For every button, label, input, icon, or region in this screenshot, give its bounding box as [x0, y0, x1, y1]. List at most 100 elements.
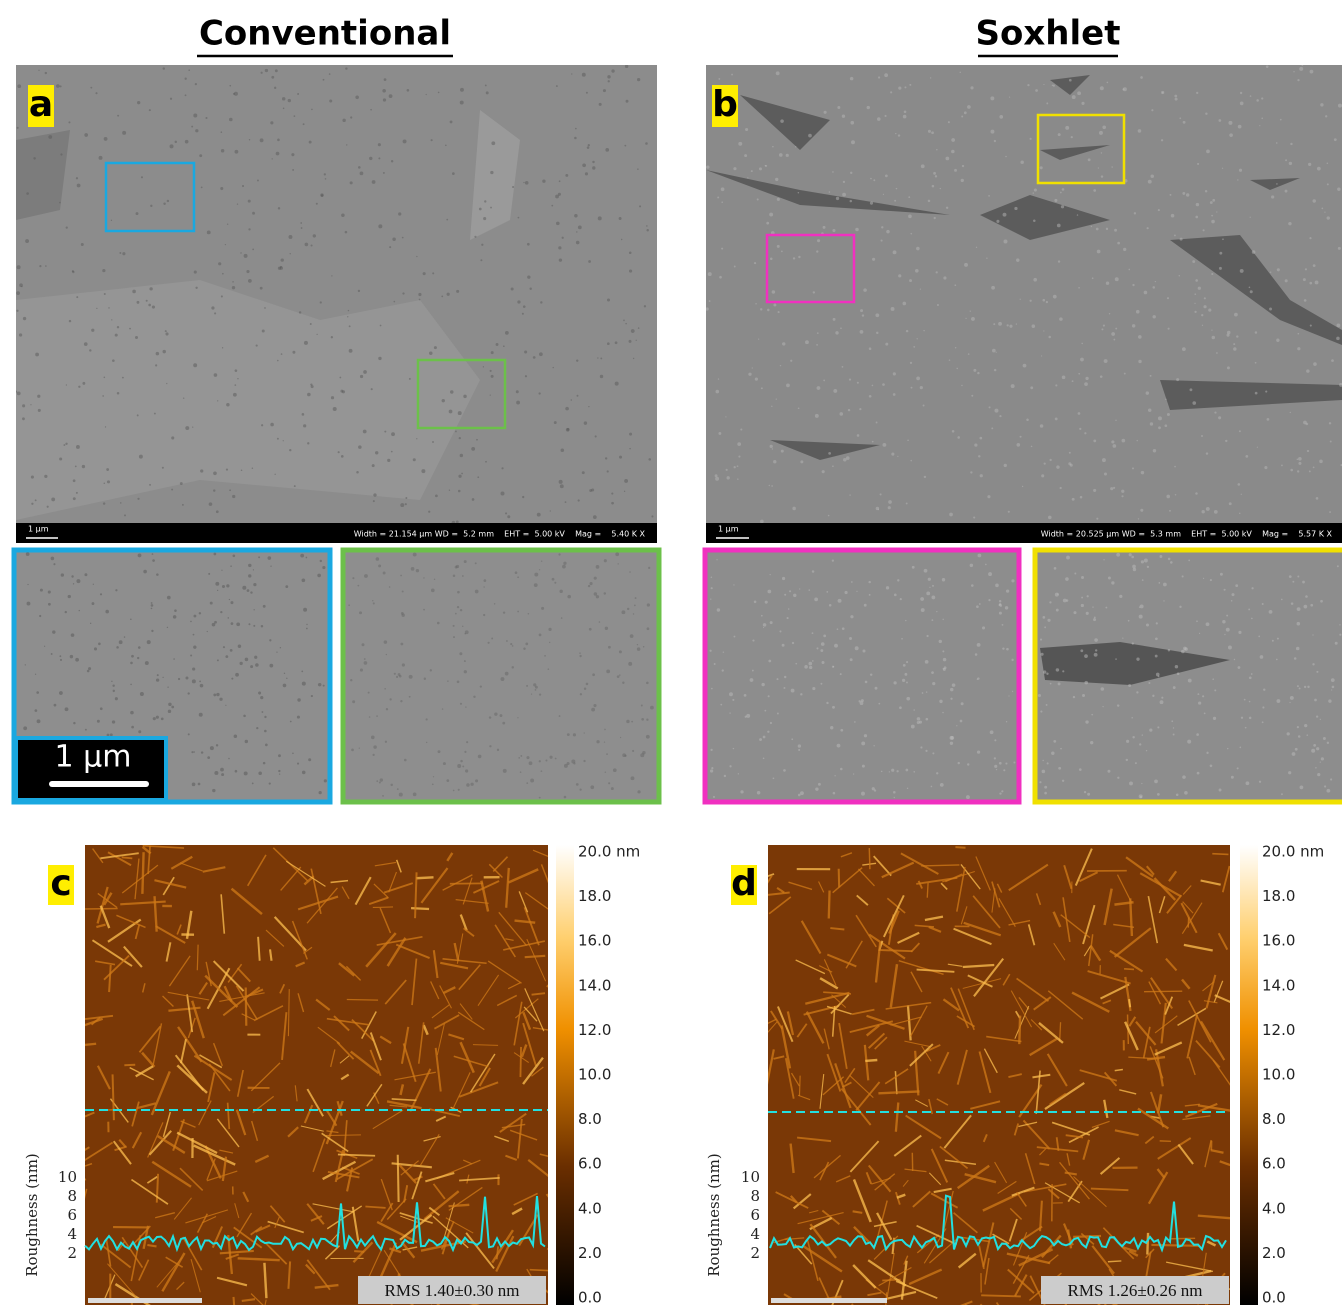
speck [889, 771, 890, 772]
speck [286, 678, 287, 679]
speck [248, 574, 251, 577]
speck [770, 445, 773, 448]
speck [773, 460, 776, 463]
speck [1020, 436, 1022, 438]
speck [910, 460, 912, 462]
speck [221, 131, 223, 133]
speck [285, 585, 288, 588]
speck [954, 284, 956, 286]
speck [823, 635, 826, 638]
speck [846, 456, 850, 460]
speck [455, 566, 458, 569]
speck [912, 566, 915, 569]
speck [788, 608, 789, 609]
speck [718, 78, 720, 80]
speck [213, 489, 215, 491]
speck [913, 709, 915, 711]
speck [1335, 642, 1338, 645]
speck [1111, 332, 1115, 336]
speck [423, 577, 424, 578]
speck [725, 416, 726, 417]
speck [758, 338, 759, 339]
speck [1296, 647, 1300, 651]
speck [784, 676, 786, 678]
speck [100, 707, 103, 710]
speck [188, 69, 190, 71]
speck [368, 692, 370, 694]
speck [306, 624, 307, 625]
speck [634, 605, 636, 607]
speck [475, 779, 478, 782]
speck [798, 749, 800, 751]
speck [255, 663, 259, 667]
speck [319, 791, 322, 794]
speck [192, 426, 193, 427]
speck [1302, 581, 1305, 584]
speck [399, 793, 403, 797]
speck [194, 615, 197, 618]
inset [343, 550, 659, 802]
speck [138, 554, 142, 558]
speck [925, 660, 929, 664]
speck [232, 281, 233, 282]
speck [890, 91, 892, 93]
speck [236, 622, 240, 626]
speck [798, 794, 801, 797]
speck [167, 596, 171, 600]
speck [760, 308, 762, 310]
speck [1205, 112, 1207, 114]
speck [1086, 612, 1089, 615]
speck [416, 256, 417, 257]
speck [400, 503, 404, 507]
speck [1197, 693, 1199, 695]
speck [973, 516, 975, 518]
speck [1146, 391, 1149, 394]
colorbar-label: 10.0 [1262, 1066, 1295, 1084]
speck [402, 614, 405, 617]
speck [450, 120, 453, 123]
speck [517, 611, 519, 613]
panel-label: d [731, 863, 757, 904]
speck [1222, 168, 1223, 169]
speck [1249, 701, 1251, 703]
speck [152, 559, 155, 562]
speck [1321, 757, 1324, 760]
speck [588, 144, 590, 146]
speck [148, 304, 151, 307]
speck [260, 696, 263, 699]
speck [1113, 444, 1117, 448]
speck [302, 771, 306, 775]
speck [974, 444, 977, 447]
fiber [398, 1155, 399, 1202]
speck [265, 744, 268, 747]
speck [952, 683, 956, 687]
speck [949, 359, 951, 361]
speck [1129, 553, 1132, 556]
speck [460, 609, 462, 611]
speck [107, 480, 110, 483]
speck [860, 309, 863, 312]
speck [906, 330, 908, 332]
speck [292, 351, 295, 354]
speck [1313, 362, 1317, 366]
speck [936, 149, 937, 150]
speck [1307, 450, 1309, 452]
speck [1053, 295, 1057, 299]
speck [394, 301, 396, 303]
speck [909, 84, 911, 86]
speck [302, 682, 306, 686]
speck [800, 460, 803, 463]
speck [171, 706, 174, 709]
speck [1026, 418, 1029, 421]
colorbar-label: 2.0 [578, 1244, 602, 1262]
speck [88, 667, 91, 670]
speck [465, 630, 469, 634]
speck [885, 174, 888, 177]
speck [459, 652, 462, 655]
speck [906, 697, 910, 701]
speck [1016, 323, 1017, 324]
speck [373, 602, 375, 604]
speck [1016, 443, 1020, 447]
speck [270, 121, 273, 124]
speck [559, 715, 561, 717]
